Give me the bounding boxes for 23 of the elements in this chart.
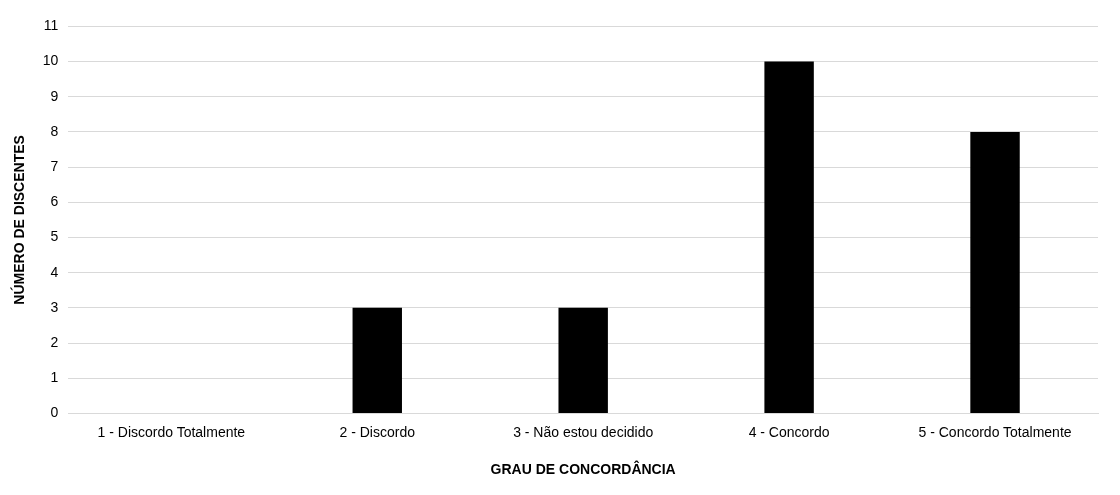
y-tick-label: 6	[50, 193, 59, 210]
bar	[558, 307, 608, 413]
y-tick-label: 11	[43, 17, 59, 34]
bar	[352, 307, 402, 413]
x-tick-label: 3 - Não estou decidido	[513, 423, 654, 440]
y-tick-label: 5	[50, 228, 59, 245]
x-tick-label: 2 - Discordo	[339, 423, 416, 440]
y-tick-label: 8	[50, 122, 59, 139]
x-tick-label: 5 - Concordo Totalmente	[918, 423, 1072, 440]
y-tick-label: 10	[42, 52, 59, 69]
bar	[970, 131, 1020, 413]
y-tick-label: 2	[50, 333, 59, 350]
bar	[764, 61, 814, 413]
y-tick-label: 9	[50, 87, 59, 104]
y-axis-title: NÚMERO DE DISCENTES	[10, 135, 28, 305]
x-axis-title: GRAU DE CONCORDÂNCIA	[490, 460, 676, 478]
y-tick-label: 4	[50, 263, 59, 280]
y-tick-label: 0	[50, 404, 59, 421]
y-tick-label: 7	[50, 157, 59, 174]
y-tick-label: 1	[50, 369, 59, 386]
x-tick-label: 4 - Concordo	[748, 423, 830, 440]
y-tick-label: 3	[50, 298, 59, 315]
x-tick-label: 1 - Discordo Totalmente	[97, 423, 246, 440]
